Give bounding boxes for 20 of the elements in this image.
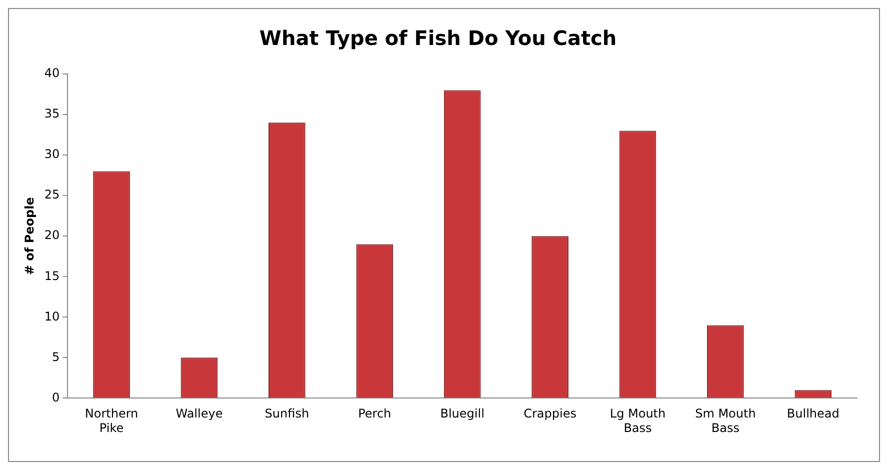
chart-title: What Type of Fish Do You Catch (259, 26, 617, 50)
x-tick-label: Bullhead (786, 406, 840, 421)
y-tick-label: 0 (52, 390, 60, 404)
x-tick-label: Northern Pike (84, 406, 138, 435)
y-tick-label: 5 (52, 350, 60, 364)
y-tick-label: 30 (44, 147, 60, 162)
y-tick-label: 15 (44, 268, 60, 283)
y-tick-label: 10 (44, 309, 60, 324)
x-tick-label: Sunfish (264, 406, 310, 421)
x-tick-label: Lg Mouth Bass (610, 406, 666, 435)
y-tick-label: 40 (44, 66, 60, 80)
x-tick-label: Crappies (524, 406, 576, 421)
y-tick-label: 25 (44, 188, 60, 202)
x-tick-label: Sm Mouth Bass (695, 406, 756, 435)
x-tick-label: Walleye (176, 406, 223, 421)
y-axis-title: # of People (22, 197, 36, 276)
x-tick-label: Perch (358, 406, 392, 421)
y-tick-label: 20 (44, 228, 60, 242)
y-tick-label: 35 (44, 106, 60, 121)
x-tick-label: Bluegill (440, 406, 484, 421)
